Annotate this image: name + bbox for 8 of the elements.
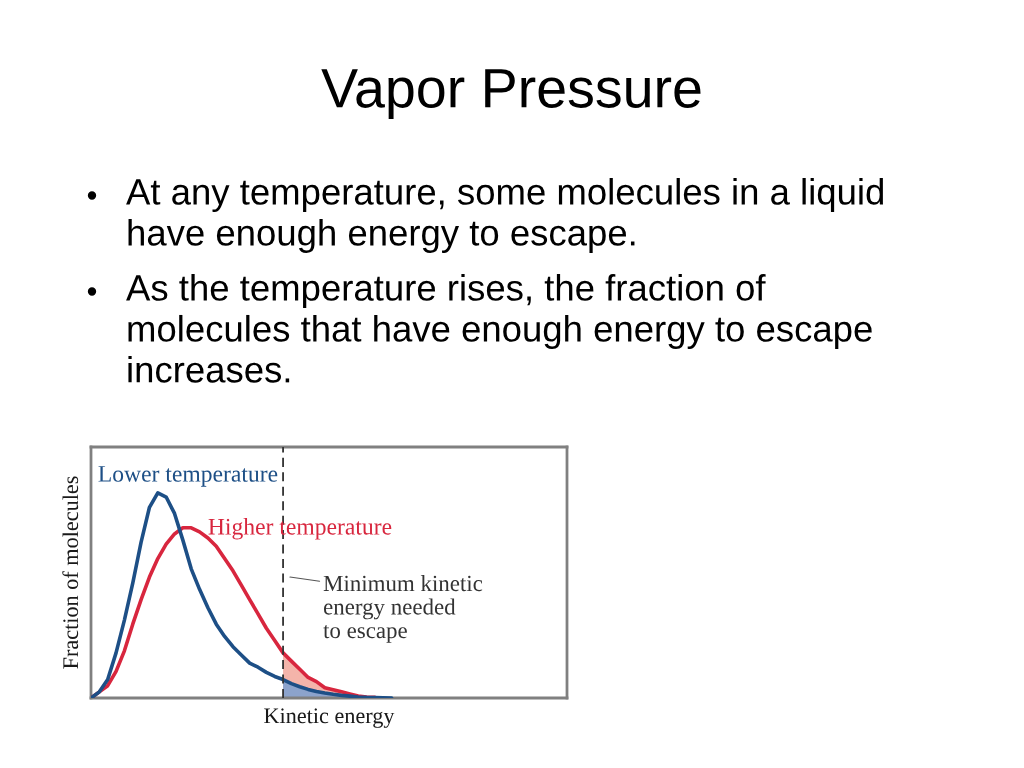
text: As the temperature rises, the fraction of molecules that have enough energy to escape increases. <box>126 274 872 383</box>
y-axis-title: Fraction of molecules <box>62 476 79 669</box>
series-label: Lower temperature <box>98 466 278 487</box>
chart-title: Vapor Pressure <box>321 69 701 119</box>
x-axis-title: Kinetic energy <box>264 708 395 728</box>
text: At any temperature, some molecules in a liquid have enough energy to escape. <box>126 178 883 253</box>
annotation: Minimum kinetic energy needed to escape <box>323 575 483 643</box>
series-label: Higher temperature <box>208 518 392 540</box>
